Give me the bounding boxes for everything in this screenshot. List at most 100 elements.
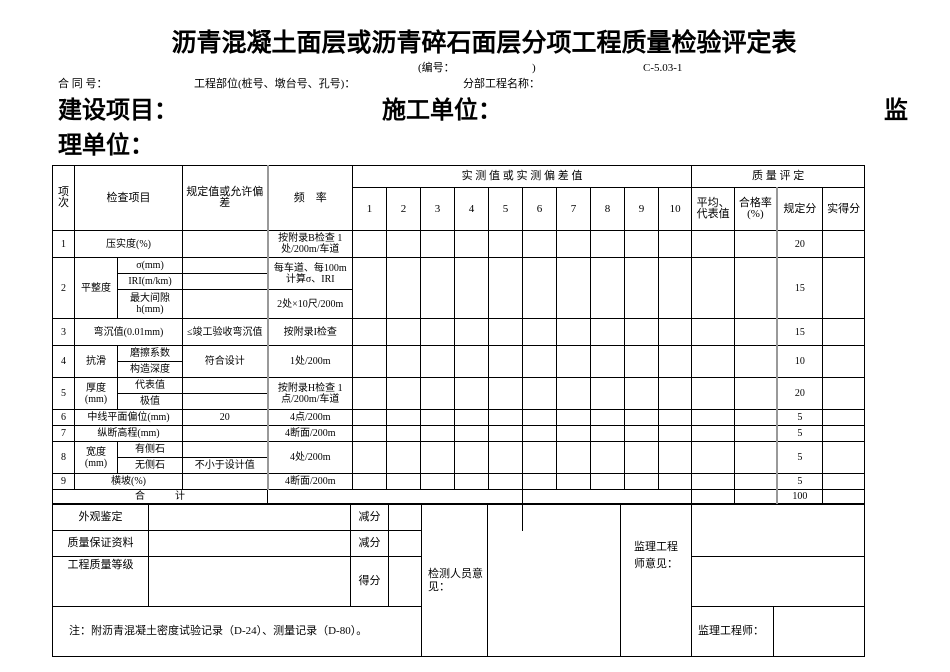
spec-value[interactable] <box>182 393 269 410</box>
actual-score[interactable] <box>822 441 866 474</box>
pass-rate-value[interactable] <box>734 409 778 426</box>
measured-value[interactable] <box>386 318 421 346</box>
measured-value[interactable] <box>488 257 523 319</box>
measured-value[interactable] <box>522 377 557 410</box>
measured-value[interactable] <box>657 377 693 410</box>
supervisor-opinion-extra[interactable] <box>691 556 865 607</box>
total-pass-rate[interactable] <box>734 489 778 504</box>
spec-value[interactable]: 20 <box>182 409 269 426</box>
avg-value[interactable] <box>691 257 736 319</box>
measured-value[interactable] <box>352 473 387 490</box>
measured-value[interactable] <box>420 345 455 378</box>
measured-value[interactable] <box>590 318 625 346</box>
measured-value[interactable] <box>657 409 693 426</box>
measured-value[interactable] <box>352 345 387 378</box>
quality-docs-deduct-value[interactable] <box>388 530 422 557</box>
measured-value[interactable] <box>556 409 591 426</box>
measured-value[interactable] <box>420 377 455 410</box>
measured-value[interactable] <box>624 230 659 258</box>
spec-value[interactable] <box>182 377 269 394</box>
measured-value[interactable] <box>657 257 693 319</box>
spec-value[interactable] <box>182 425 269 442</box>
measured-value[interactable] <box>454 377 489 410</box>
measured-value[interactable] <box>556 230 591 258</box>
measured-value[interactable] <box>657 318 693 346</box>
measured-value[interactable] <box>420 409 455 426</box>
spec-value[interactable] <box>182 230 269 258</box>
measured-value[interactable] <box>420 441 455 474</box>
measured-value[interactable] <box>522 409 557 426</box>
pass-rate-value[interactable] <box>734 473 778 490</box>
measured-value[interactable] <box>624 473 659 490</box>
pass-rate-value[interactable] <box>734 425 778 442</box>
supervisor-engineer-signature[interactable] <box>773 606 865 657</box>
measured-value[interactable] <box>386 345 421 378</box>
measured-value[interactable] <box>590 409 625 426</box>
measured-value[interactable] <box>386 377 421 410</box>
pass-rate-value[interactable] <box>734 318 778 346</box>
measured-value[interactable] <box>454 473 489 490</box>
spec-value[interactable] <box>182 273 269 290</box>
measured-value[interactable] <box>488 441 523 474</box>
measured-value[interactable] <box>522 318 557 346</box>
actual-score[interactable] <box>822 473 866 490</box>
measured-value[interactable] <box>488 230 523 258</box>
appearance-value[interactable] <box>148 504 351 531</box>
measured-value[interactable] <box>352 425 387 442</box>
pass-rate-value[interactable] <box>734 230 778 258</box>
measured-value[interactable] <box>386 473 421 490</box>
measured-value[interactable] <box>657 441 693 474</box>
measured-value[interactable] <box>657 425 693 442</box>
pass-rate-value[interactable] <box>734 377 778 410</box>
actual-score[interactable] <box>822 425 866 442</box>
pass-rate-value[interactable] <box>734 345 778 378</box>
supervisor-opinion-value[interactable] <box>691 504 865 557</box>
measured-value[interactable] <box>556 318 591 346</box>
measured-value[interactable] <box>454 257 489 319</box>
spec-value[interactable] <box>182 473 269 490</box>
spec-value[interactable] <box>182 257 269 274</box>
measured-value[interactable] <box>420 473 455 490</box>
actual-score[interactable] <box>822 345 866 378</box>
appearance-deduct-value[interactable] <box>388 504 422 531</box>
measured-value[interactable] <box>352 318 387 346</box>
avg-value[interactable] <box>691 377 736 410</box>
spec-value[interactable] <box>182 441 269 458</box>
measured-value[interactable] <box>454 441 489 474</box>
actual-score[interactable] <box>822 257 866 319</box>
measured-value[interactable] <box>624 257 659 319</box>
measured-value[interactable] <box>657 345 693 378</box>
grade-value[interactable] <box>148 556 351 607</box>
measured-value[interactable] <box>590 230 625 258</box>
spec-value[interactable]: ≤竣工验收弯沉值 <box>182 318 269 346</box>
measured-value[interactable] <box>454 425 489 442</box>
measured-value[interactable] <box>488 425 523 442</box>
measured-value[interactable] <box>352 409 387 426</box>
measured-value[interactable] <box>556 377 591 410</box>
measured-value[interactable] <box>556 257 591 319</box>
avg-value[interactable] <box>691 318 736 346</box>
measured-value[interactable] <box>420 230 455 258</box>
measured-value[interactable] <box>657 230 693 258</box>
measured-value[interactable] <box>488 345 523 378</box>
actual-score[interactable] <box>822 409 866 426</box>
measured-value[interactable] <box>624 377 659 410</box>
measured-value[interactable] <box>454 318 489 346</box>
measured-value[interactable] <box>590 377 625 410</box>
measured-value[interactable] <box>352 230 387 258</box>
measured-value[interactable] <box>420 425 455 442</box>
measured-value[interactable] <box>420 257 455 319</box>
measured-value[interactable] <box>556 473 591 490</box>
measured-value[interactable] <box>522 473 557 490</box>
quality-docs-value[interactable] <box>148 530 351 557</box>
inspector-opinion-value[interactable] <box>487 504 621 657</box>
measured-value[interactable] <box>590 425 625 442</box>
avg-value[interactable] <box>691 230 736 258</box>
measured-value[interactable] <box>590 345 625 378</box>
measured-value[interactable] <box>522 257 557 319</box>
measured-value[interactable] <box>522 441 557 474</box>
measured-value[interactable] <box>386 425 421 442</box>
measured-value[interactable] <box>386 441 421 474</box>
spec-value[interactable] <box>182 289 269 319</box>
measured-value[interactable] <box>556 425 591 442</box>
